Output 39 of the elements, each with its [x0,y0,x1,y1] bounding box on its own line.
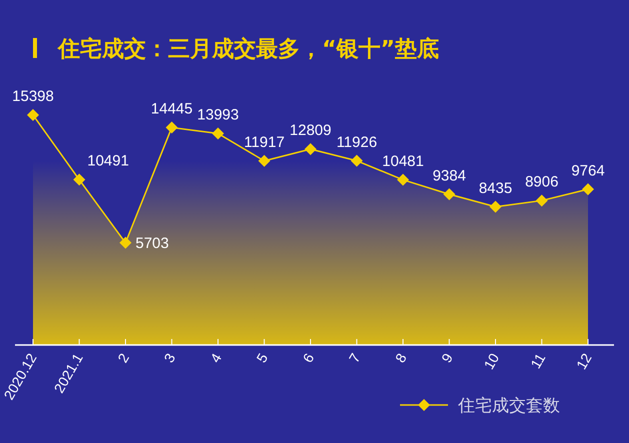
point [120,236,132,249]
point [397,174,409,186]
point [304,143,316,156]
x-tick-label: 10 [480,350,502,372]
x-tick-label: 3 [160,350,178,366]
point [443,188,456,200]
x-tick-label: 12 [572,350,595,372]
point [350,154,363,167]
data-label: 9384 [432,167,466,184]
x-tick-label: 9 [438,350,456,366]
x-tick-label: 2 [114,350,132,366]
data-label: 13993 [197,106,239,124]
data-label: 14445 [150,100,193,118]
point [212,128,224,140]
data-label: 11926 [336,134,378,151]
data-label: 12809 [290,122,332,140]
point [490,200,502,213]
x-tick-label: 7 [346,350,364,366]
x-tick-label: 11 [527,350,548,372]
x-tick-label: 8 [392,350,410,366]
point [166,122,178,134]
data-label: 8435 [478,180,512,197]
x-tick-label: 5 [253,350,271,366]
data-label: 15398 [12,88,54,105]
x-tick-label: 6 [299,350,318,366]
data-label: 11917 [244,134,285,151]
point [27,109,39,121]
data-label: 5703 [136,234,169,252]
chart-title: 住宅成交：三月成交最多，“银十”垫底 [57,36,439,62]
point [536,194,548,207]
point [73,174,86,186]
data-label: 8906 [525,174,558,191]
point [582,183,594,196]
x-tick-label: 4 [206,350,225,366]
data-label: 9764 [571,162,605,180]
legend-label: 住宅成交套数 [457,396,560,416]
data-label: 10481 [382,152,424,170]
data-label: 10491 [87,152,129,170]
point [258,154,270,167]
